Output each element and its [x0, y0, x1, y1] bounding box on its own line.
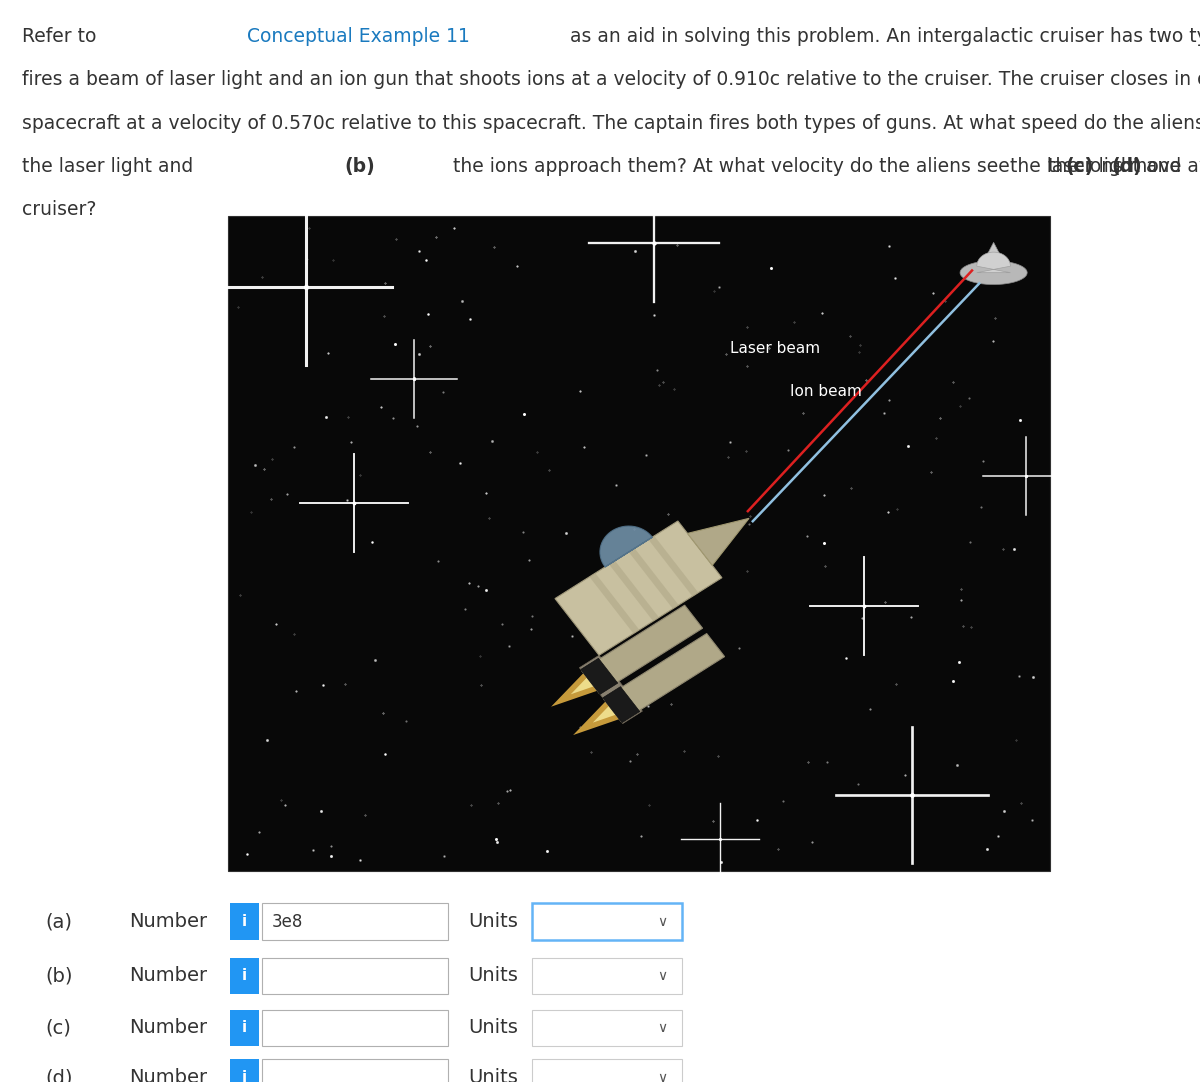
FancyBboxPatch shape: [262, 1010, 448, 1046]
Polygon shape: [580, 656, 642, 724]
Text: (b): (b): [46, 966, 73, 986]
Text: the ions approach them? At what velocity do the aliens see: the ions approach them? At what velocity…: [448, 157, 1016, 176]
Polygon shape: [551, 673, 598, 707]
Text: ∨: ∨: [658, 915, 667, 928]
FancyBboxPatch shape: [230, 903, 259, 940]
Text: Number: Number: [130, 912, 208, 932]
Text: spacecraft at a velocity of 0.570c relative to this spacecraft. The captain fire: spacecraft at a velocity of 0.570c relat…: [22, 114, 1200, 133]
Text: the ions move away from the: the ions move away from the: [1042, 157, 1200, 176]
Polygon shape: [629, 549, 679, 609]
Polygon shape: [581, 658, 618, 695]
FancyBboxPatch shape: [230, 1059, 259, 1082]
Polygon shape: [602, 687, 640, 723]
FancyBboxPatch shape: [230, 958, 259, 994]
Text: ∨: ∨: [658, 1021, 667, 1034]
Text: Number: Number: [130, 1018, 208, 1038]
Text: Units: Units: [468, 1068, 518, 1082]
Text: (c): (c): [46, 1018, 72, 1038]
Text: Units: Units: [468, 912, 518, 932]
Text: (d): (d): [46, 1068, 73, 1082]
Text: (b): (b): [344, 157, 374, 176]
Text: the laser light and: the laser light and: [1004, 157, 1187, 176]
Polygon shape: [648, 536, 698, 596]
Text: ∨: ∨: [658, 1071, 667, 1082]
FancyBboxPatch shape: [262, 903, 448, 940]
Text: (a): (a): [46, 912, 72, 932]
Polygon shape: [593, 705, 616, 723]
Polygon shape: [688, 518, 749, 565]
FancyBboxPatch shape: [532, 958, 682, 994]
Text: Units: Units: [468, 966, 518, 986]
FancyBboxPatch shape: [230, 1010, 259, 1046]
Text: as an aid in solving this problem. An intergalactic cruiser has two types of gun: as an aid in solving this problem. An in…: [564, 27, 1200, 47]
Text: i: i: [242, 968, 247, 984]
Text: 3e8: 3e8: [271, 913, 302, 931]
Text: the laser light and: the laser light and: [22, 157, 199, 176]
Text: (c): (c): [1066, 157, 1094, 176]
Text: Conceptual Example 11: Conceptual Example 11: [247, 27, 470, 47]
Polygon shape: [574, 701, 619, 735]
FancyBboxPatch shape: [532, 1059, 682, 1082]
Polygon shape: [960, 261, 1027, 285]
Text: i: i: [242, 1020, 247, 1035]
FancyBboxPatch shape: [532, 1010, 682, 1046]
Polygon shape: [977, 252, 1010, 273]
FancyBboxPatch shape: [532, 903, 682, 940]
Text: Refer to: Refer to: [22, 27, 102, 47]
FancyBboxPatch shape: [262, 958, 448, 994]
Text: Ion beam: Ion beam: [790, 384, 862, 399]
Text: Laser beam: Laser beam: [730, 341, 820, 356]
Polygon shape: [600, 526, 653, 567]
Text: fires a beam of laser light and an ion gun that shoots ions at a velocity of 0.9: fires a beam of laser light and an ion g…: [22, 70, 1200, 90]
Text: cruiser?: cruiser?: [22, 200, 96, 220]
FancyBboxPatch shape: [262, 1059, 448, 1082]
Polygon shape: [589, 573, 640, 634]
Text: Units: Units: [468, 1018, 518, 1038]
Polygon shape: [604, 634, 725, 722]
Text: i: i: [242, 1070, 247, 1082]
Polygon shape: [984, 242, 1003, 261]
Polygon shape: [582, 605, 702, 694]
Text: Number: Number: [130, 966, 208, 986]
Polygon shape: [610, 560, 659, 621]
Polygon shape: [571, 677, 594, 695]
Text: Number: Number: [130, 1068, 208, 1082]
FancyBboxPatch shape: [228, 216, 1050, 871]
Text: (d): (d): [1111, 157, 1142, 176]
Text: i: i: [242, 914, 247, 929]
Polygon shape: [554, 522, 722, 656]
Text: ∨: ∨: [658, 969, 667, 982]
